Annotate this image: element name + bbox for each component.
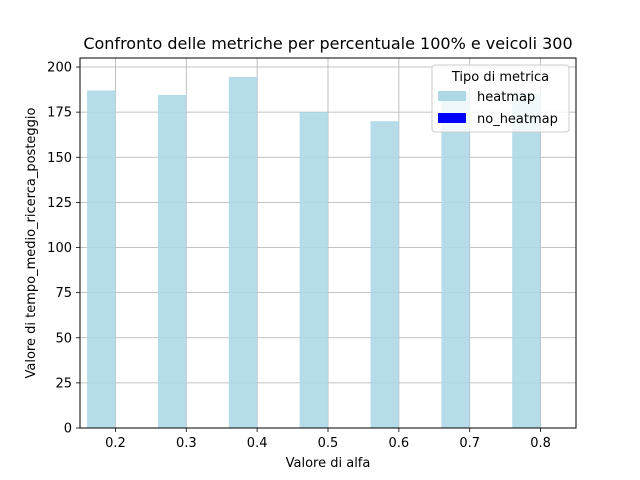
bar-heatmap <box>299 112 328 429</box>
x-tick-label: 0.4 <box>247 436 268 451</box>
y-tick-label: 50 <box>55 331 72 346</box>
y-tick-label: 125 <box>47 196 72 211</box>
y-tick-label: 100 <box>47 241 72 256</box>
legend: Tipo di metrica heatmap no_heatmap <box>431 64 570 133</box>
bar-heatmap <box>228 76 258 428</box>
bar-heatmap <box>157 95 187 428</box>
x-tick-label: 0.2 <box>105 436 126 451</box>
legend-title: Tipo di metrica <box>451 70 549 85</box>
bar-layer <box>87 76 541 429</box>
y-tick-label: 200 <box>47 61 72 76</box>
y-tick-label: 0 <box>64 422 72 437</box>
x-tick-label: 0.5 <box>318 436 339 451</box>
bar-heatmap <box>87 90 116 429</box>
y-tick-label: 75 <box>55 286 72 301</box>
x-tick-label: 0.7 <box>459 436 480 451</box>
legend-label-heatmap: heatmap <box>477 90 535 105</box>
legend-box <box>431 64 570 133</box>
bar-heatmap <box>441 92 470 428</box>
x-tick-label: 0.8 <box>530 436 551 451</box>
bar-heatmap <box>512 94 541 428</box>
y-tick-label: 25 <box>55 376 72 391</box>
x-tick-label: 0.3 <box>176 436 197 451</box>
legend-swatch-no-heatmap <box>438 113 466 123</box>
x-tick-label: 0.6 <box>389 436 410 451</box>
legend-swatch-heatmap <box>438 91 466 101</box>
legend-label-no-heatmap: no_heatmap <box>477 112 558 127</box>
bar-heatmap <box>370 121 399 429</box>
tick-layer: 0 25 50 75 100 125 150 175 200 0.2 0.3 0.4 0.5 0.6 0.7… <box>47 61 551 451</box>
y-tick-label: 175 <box>47 106 72 121</box>
chart-title: Confronto delle metriche per percentuale… <box>83 34 572 53</box>
x-axis-title: Valore di alfa <box>286 456 371 471</box>
y-tick-label: 150 <box>47 151 72 166</box>
y-axis-title: Valore di tempo_medio_ricerca_posteggio <box>24 107 39 378</box>
